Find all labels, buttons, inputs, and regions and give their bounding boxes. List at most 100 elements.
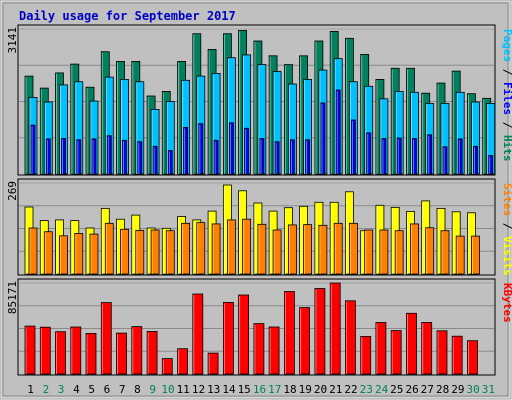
bar-files-day-13 bbox=[213, 139, 219, 175]
bar-kbytes-day-17-fill bbox=[268, 326, 280, 375]
bar-kbytes-day-24-fill bbox=[375, 322, 387, 375]
legend: Sites / Visits bbox=[501, 183, 512, 276]
bar-files-day-16 bbox=[259, 138, 265, 175]
bar-files-day-11-fill bbox=[183, 127, 189, 175]
bar-sites-day-8 bbox=[135, 229, 145, 275]
bar-files-day-5-fill bbox=[91, 138, 97, 175]
bar-files-day-28 bbox=[442, 146, 448, 175]
bar-files-day-24-fill bbox=[381, 138, 387, 175]
bar-sites-day-2-fill bbox=[43, 231, 53, 275]
bar-kbytes-day-3-fill bbox=[55, 331, 66, 375]
y-max-label: 269 bbox=[6, 181, 19, 201]
bar-kbytes-day-9 bbox=[146, 330, 158, 375]
bar-sites-day-29-fill bbox=[455, 235, 465, 275]
bar-kbytes-day-26 bbox=[406, 312, 417, 375]
x-tick-label: 20 bbox=[314, 383, 327, 396]
bar-kbytes-day-12-fill bbox=[192, 293, 204, 375]
bar-sites-day-26 bbox=[410, 223, 419, 275]
bar-sites-day-23 bbox=[364, 229, 374, 275]
panel-hits-files-pages: 3141 Pages / Files / Hits bbox=[6, 24, 512, 176]
bar-files-day-3-fill bbox=[61, 138, 66, 175]
bar-sites-day-14 bbox=[226, 219, 236, 275]
bar-kbytes-day-15-fill bbox=[238, 294, 250, 375]
bar-sites-day-30 bbox=[471, 235, 480, 275]
x-tick-label: 13 bbox=[207, 383, 220, 396]
bar-sites-day-2 bbox=[43, 231, 53, 275]
bar-files-day-9-fill bbox=[152, 145, 158, 175]
bar-kbytes-day-22 bbox=[344, 300, 356, 375]
bar-sites-day-13 bbox=[211, 223, 221, 275]
bar-sites-day-12 bbox=[196, 222, 206, 275]
bar-files-day-28-fill bbox=[442, 146, 448, 175]
chart-panels: 3141 Pages / Files / Hits 269 Sites / Visit… bbox=[6, 24, 512, 376]
bar-sites-day-12-fill bbox=[196, 222, 206, 275]
bar-files-day-19-fill bbox=[305, 139, 311, 175]
bar-kbytes-day-18-fill bbox=[283, 291, 295, 375]
bar-kbytes-day-24 bbox=[375, 322, 387, 375]
bar-sites-day-13-fill bbox=[211, 223, 221, 275]
bar-kbytes-day-4-fill bbox=[70, 326, 82, 375]
x-tick-label: 21 bbox=[329, 383, 342, 396]
x-tick-label: 10 bbox=[161, 383, 174, 396]
bar-sites-day-6-fill bbox=[104, 222, 114, 275]
bar-kbytes-day-12 bbox=[192, 293, 204, 375]
bar-sites-day-30-fill bbox=[471, 235, 480, 275]
bar-files-day-31 bbox=[488, 155, 494, 175]
bar-files-day-27 bbox=[427, 134, 433, 175]
bar-sites-day-3 bbox=[59, 235, 68, 275]
x-tick-label: 1 bbox=[27, 383, 34, 396]
bar-files-day-9 bbox=[152, 145, 158, 175]
x-axis: 1 2 3 4 5 6 7 8 9 10 11 12 13 14 15 16 17 18 19 20 21 22 23 24 2… bbox=[27, 383, 495, 396]
bars bbox=[24, 29, 496, 175]
bar-files-day-5 bbox=[91, 138, 97, 175]
legend-entry: / bbox=[501, 115, 512, 135]
bar-files-day-8-fill bbox=[137, 141, 143, 175]
panel-kbytes: 85171 KBytes bbox=[6, 278, 512, 376]
bar-files-day-29-fill bbox=[457, 138, 463, 175]
bar-sites-day-28 bbox=[440, 230, 450, 275]
bar-sites-day-8-fill bbox=[135, 229, 145, 275]
bar-kbytes-day-20-fill bbox=[314, 288, 326, 375]
bar-kbytes-day-1 bbox=[24, 325, 36, 375]
bar-sites-day-28-fill bbox=[440, 230, 450, 275]
bar-files-day-20 bbox=[320, 102, 326, 175]
legend-entry: Visits bbox=[501, 236, 512, 276]
x-tick-label: 4 bbox=[73, 383, 80, 396]
bar-kbytes-day-19-fill bbox=[299, 307, 311, 375]
bar-files-day-15 bbox=[244, 127, 250, 175]
bar-kbytes-day-5-fill bbox=[85, 332, 97, 375]
bar-sites-day-20 bbox=[318, 224, 328, 275]
bar-sites-day-27-fill bbox=[425, 227, 435, 275]
x-tick-label: 25 bbox=[390, 383, 403, 396]
x-tick-label: 23 bbox=[360, 383, 373, 396]
x-tick-label: 22 bbox=[344, 383, 357, 396]
bar-sites-day-16-fill bbox=[257, 223, 267, 275]
bar-kbytes-day-6 bbox=[100, 302, 112, 375]
bar-files-day-26 bbox=[412, 138, 417, 175]
bar-files-day-27-fill bbox=[427, 134, 433, 175]
bar-kbytes-day-10 bbox=[161, 358, 173, 375]
x-tick-label: 26 bbox=[405, 383, 418, 396]
bar-sites-day-17-fill bbox=[272, 229, 282, 275]
bar-files-day-10-fill bbox=[167, 150, 173, 175]
bar-sites-day-22-fill bbox=[348, 222, 358, 275]
bar-sites-day-29 bbox=[455, 235, 465, 275]
bar-files-day-14-fill bbox=[228, 122, 234, 175]
bar-kbytes-day-7 bbox=[116, 332, 127, 375]
y-max-label: 85171 bbox=[6, 281, 19, 314]
bar-files-day-1 bbox=[30, 124, 36, 175]
bar-kbytes-day-4 bbox=[70, 326, 82, 375]
bar-sites-day-10 bbox=[165, 230, 175, 275]
bar-kbytes-day-19 bbox=[299, 307, 311, 375]
bar-kbytes-day-20 bbox=[314, 288, 326, 375]
bar-kbytes-day-21 bbox=[329, 282, 341, 375]
bar-files-day-13-fill bbox=[213, 139, 219, 175]
bar-sites-day-7-fill bbox=[120, 228, 129, 275]
bar-kbytes-day-3 bbox=[55, 331, 66, 375]
x-tick-label: 29 bbox=[451, 383, 464, 396]
x-tick-label: 3 bbox=[58, 383, 65, 396]
bar-files-day-8 bbox=[137, 141, 143, 175]
x-tick-label: 8 bbox=[134, 383, 141, 396]
legend-entry: Pages bbox=[501, 29, 512, 62]
x-tick-label: 24 bbox=[375, 383, 389, 396]
